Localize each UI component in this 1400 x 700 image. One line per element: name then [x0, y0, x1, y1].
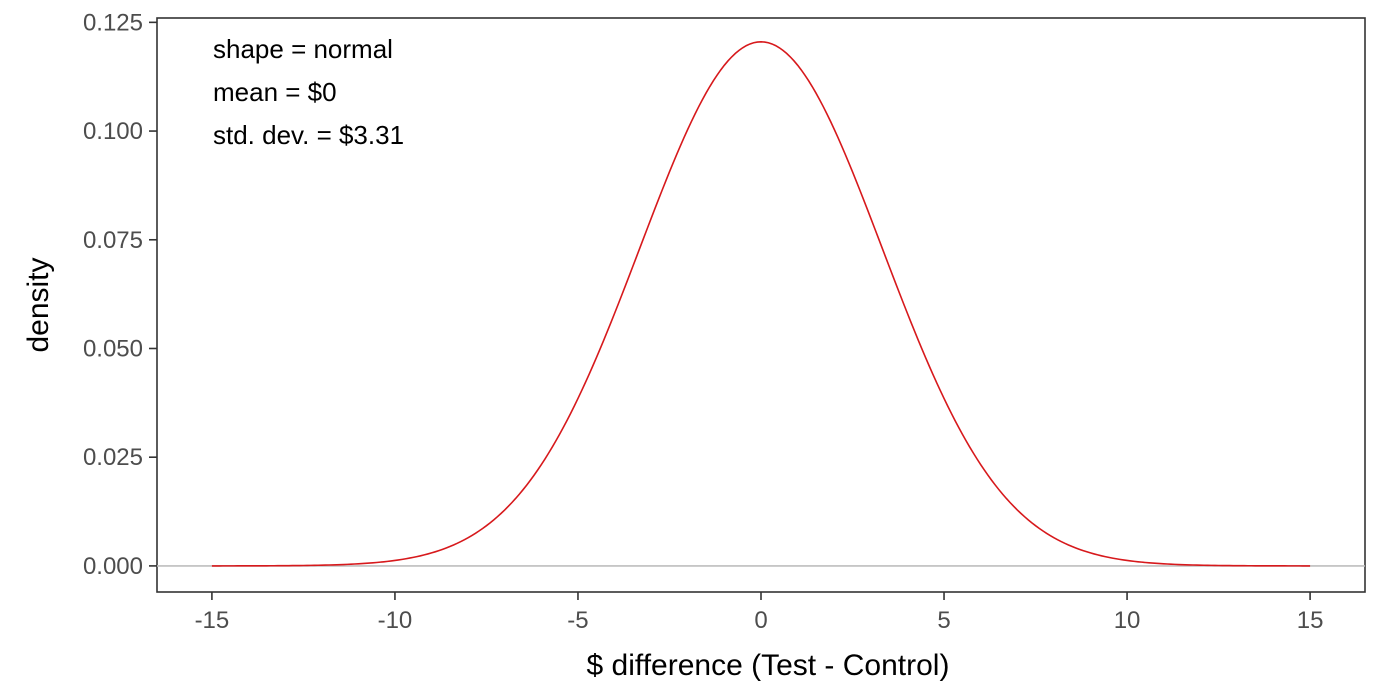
x-tick-label: -10 [378, 607, 413, 634]
plot-panel-border [156, 17, 1366, 593]
x-tick-label: 10 [1114, 607, 1141, 634]
annotation-mean: mean = $0 [213, 77, 337, 107]
x-axis: -15 -10 -5 0 5 10 15 [195, 592, 1324, 634]
y-tick-label: 0.000 [83, 553, 143, 580]
y-tick-label: 0.050 [83, 335, 143, 362]
annotation-shape: shape = normal [213, 34, 393, 64]
x-tick-label: -5 [567, 607, 588, 634]
series-line-density [211, 40, 1311, 567]
x-tick-label: 5 [937, 607, 950, 634]
y-tick-label: 0.100 [83, 118, 143, 145]
x-tick-label: 15 [1297, 607, 1324, 634]
y-axis: 0.000 0.025 0.050 0.075 0.100 0.125 [83, 9, 157, 580]
y-tick-label: 0.075 [83, 227, 143, 254]
x-tick-label: 0 [754, 607, 767, 634]
x-tick-label: -15 [195, 607, 230, 634]
annotation-block: shape = normal mean = $0 std. dev. = $3.… [213, 34, 404, 150]
y-tick-label: 0.025 [83, 444, 143, 471]
x-axis-title: $ difference (Test - Control) [587, 649, 950, 682]
y-axis-title: density [22, 257, 55, 352]
y-tick-label: 0.125 [83, 9, 143, 36]
annotation-std-dev: std. dev. = $3.31 [213, 120, 404, 150]
